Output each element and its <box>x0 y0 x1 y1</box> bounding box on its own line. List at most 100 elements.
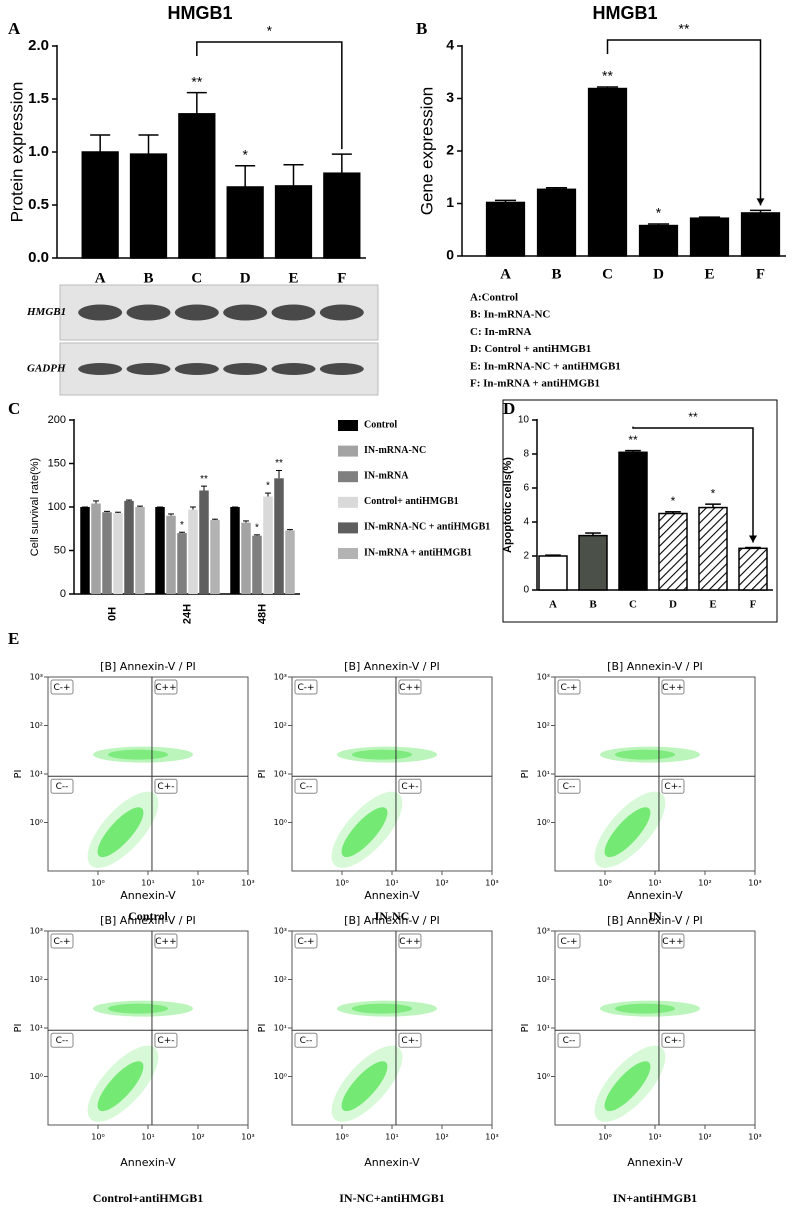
cell-cloud <box>604 807 651 858</box>
legend-label: IN-mRNA-NC <box>364 445 426 456</box>
bar <box>81 151 119 259</box>
significance-label: * <box>255 522 259 533</box>
quadrant-label: C++ <box>662 683 683 693</box>
significance-bracket <box>632 426 754 543</box>
bar <box>166 515 176 594</box>
blot-band <box>126 363 171 375</box>
significance-label: * <box>711 486 716 500</box>
x-tick-label: 10² <box>191 1133 204 1142</box>
x-tick-label: 10⁰ <box>335 879 348 888</box>
plot-caption: IN+antiHMGB1 <box>613 1191 697 1205</box>
quadrant-box <box>50 933 74 949</box>
quadrant-label: C+- <box>401 782 418 792</box>
legend-note: C: In-mRNA <box>470 326 531 338</box>
chart-title: HMGB1 <box>592 3 657 23</box>
y-tick-label: 10¹ <box>30 1024 43 1033</box>
plot-caption: IN-NC+antiHMGB1 <box>339 1191 445 1205</box>
bar <box>618 451 648 591</box>
plot-frame <box>47 930 249 1126</box>
bar <box>210 520 220 594</box>
quadrant-box <box>154 679 178 695</box>
x-axis-label: Annexin-V <box>627 1156 683 1169</box>
cell-cloud <box>352 1003 412 1014</box>
quadrant-label: C-+ <box>297 937 314 947</box>
bar <box>263 496 273 594</box>
bar <box>274 185 313 259</box>
bar <box>536 188 577 257</box>
quadrant-label: C-- <box>563 1036 576 1046</box>
bar <box>199 490 209 594</box>
y-tick-label: 8 <box>523 449 529 460</box>
bracket-label: * <box>267 23 273 39</box>
x-axis-label: Annexin-V <box>364 889 420 902</box>
legend-note: F: In-mRNA + antiHMGB1 <box>470 378 600 390</box>
cell-cloud <box>97 807 144 858</box>
significance-label: * <box>242 146 248 162</box>
y-tick-label: 2 <box>523 551 529 562</box>
x-tick-label: B <box>143 270 153 286</box>
x-tick-label: 10² <box>698 1133 711 1142</box>
bar <box>91 503 101 594</box>
y-tick-label: 1.0 <box>28 143 49 160</box>
bar <box>689 217 730 257</box>
quadrant-box <box>154 933 178 949</box>
plot-caption: IN <box>648 909 662 923</box>
y-tick-label: 10⁰ <box>537 818 550 827</box>
y-tick-label: 10⁰ <box>537 1072 550 1081</box>
blot-row-label: HMGB1 <box>26 306 66 318</box>
x-tick-label: 10¹ <box>385 1133 398 1142</box>
quadrant-box <box>398 778 422 794</box>
legend-note: B: In-mRNA-NC <box>470 309 550 321</box>
legend-note: E: In-mRNA-NC + antiHMGB1 <box>470 360 621 372</box>
y-tick-label: 10³ <box>274 927 287 936</box>
y-axis-label: Gene expression <box>417 87 436 216</box>
quadrant-label: C+- <box>157 782 174 792</box>
plot-frame <box>554 930 756 1126</box>
x-tick-label: E <box>709 599 716 611</box>
quadrant-label: C++ <box>155 937 176 947</box>
quadrant-label: C+- <box>157 1036 174 1046</box>
cell-cloud <box>600 1000 700 1017</box>
significance-label: * <box>266 481 270 492</box>
bar <box>188 509 198 594</box>
quadrant-label: C++ <box>662 937 683 947</box>
bar <box>587 87 628 257</box>
bar <box>102 512 112 594</box>
quadrant-label: C++ <box>399 937 420 947</box>
significance-label: * <box>656 205 662 221</box>
y-tick-label: 4 <box>446 37 454 53</box>
legend-swatch <box>338 420 358 431</box>
quadrant-box <box>557 933 581 949</box>
x-tick-label: D <box>240 270 251 286</box>
legend-swatch <box>338 496 358 508</box>
bar <box>485 201 526 257</box>
significance-label: * <box>180 520 184 531</box>
significance-label: * <box>671 494 676 508</box>
y-tick-label: 0.0 <box>28 249 49 266</box>
y-tick-label: 10² <box>30 975 43 984</box>
bar <box>538 555 568 591</box>
quadrant-box <box>661 933 685 949</box>
quadrant-label: C-- <box>56 782 69 792</box>
cell-cloud <box>337 746 437 763</box>
quadrant-label: C-- <box>300 1036 313 1046</box>
x-tick-label: D <box>669 599 677 611</box>
quadrant-label: C++ <box>155 683 176 693</box>
y-tick-label: 10³ <box>30 673 43 682</box>
panel-label: E <box>8 629 19 648</box>
x-tick-label: 10³ <box>748 1133 761 1142</box>
x-tick-label: F <box>337 270 346 286</box>
panel-label: C <box>8 399 20 418</box>
x-tick-label: B <box>551 266 561 282</box>
x-tick-label: 48H <box>256 604 268 624</box>
bar <box>252 535 262 594</box>
y-tick-label: 1.5 <box>28 90 49 107</box>
x-tick-label: 10¹ <box>141 1133 154 1142</box>
y-tick-label: 10² <box>537 721 550 730</box>
y-tick-label: 10² <box>30 721 43 730</box>
significance-label: ** <box>602 68 613 84</box>
x-tick-label: A <box>95 270 106 286</box>
blot-band <box>174 304 219 321</box>
bracket-label: ** <box>679 21 690 37</box>
y-axis-label: PI <box>520 1024 531 1033</box>
